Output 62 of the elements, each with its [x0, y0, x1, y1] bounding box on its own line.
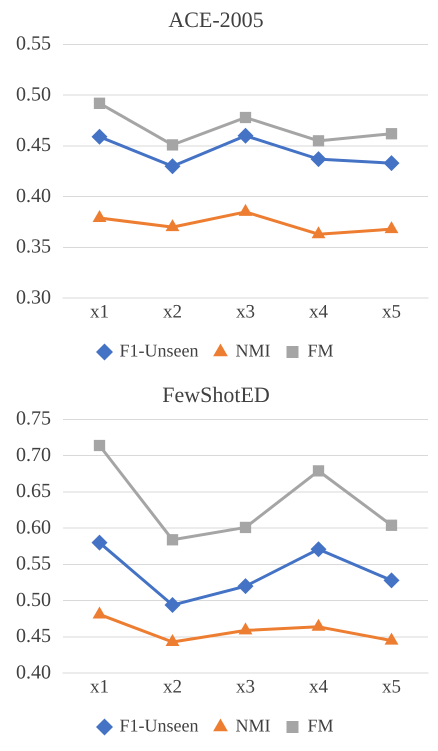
point — [310, 151, 326, 168]
y-tick-label: 0.45 — [16, 625, 51, 648]
legend-label: FM — [307, 716, 334, 736]
point — [240, 522, 252, 534]
point — [164, 597, 180, 614]
x-tick-label: x5 — [382, 302, 401, 323]
point — [240, 112, 252, 124]
legend-label: F1-Unseen — [120, 716, 198, 736]
y-tick-label: 0.50 — [16, 83, 51, 106]
point — [238, 578, 254, 594]
x-tick-label: x2 — [163, 676, 182, 698]
point — [166, 219, 180, 232]
y-tick-label: 0.40 — [16, 661, 51, 684]
y-tick-label: 0.70 — [16, 444, 51, 466]
point — [312, 135, 324, 146]
y-tick-label: 0.55 — [16, 552, 51, 575]
legend-label: NMI — [235, 340, 270, 361]
x-tick-label: x4 — [309, 676, 328, 698]
y-tick-label: 0.60 — [16, 516, 51, 538]
point — [238, 204, 252, 216]
point — [92, 210, 106, 222]
y-tick-label: 0.35 — [16, 236, 51, 258]
y-tick-label: 0.55 — [16, 32, 51, 55]
point — [94, 98, 106, 109]
y-tick-label: 0.75 — [16, 408, 51, 430]
x-tick-label: x1 — [90, 302, 109, 323]
point — [386, 128, 398, 140]
x-tick-label: x2 — [163, 302, 182, 323]
point — [164, 158, 180, 174]
point — [384, 221, 398, 234]
chart-title: ACE-2005 — [168, 6, 264, 32]
point — [312, 226, 326, 238]
x-tick-label: x4 — [309, 302, 328, 323]
point — [384, 632, 398, 645]
point — [166, 634, 180, 646]
x-tick-label: x3 — [236, 302, 255, 323]
point — [166, 139, 178, 151]
legend-label: NMI — [235, 716, 270, 736]
chart-title: FewShotED — [162, 382, 270, 407]
y-tick-label: 0.30 — [16, 286, 51, 308]
y-tick-label: 0.65 — [16, 480, 51, 502]
x-tick-label: x3 — [236, 676, 255, 698]
point — [386, 520, 398, 531]
point — [384, 572, 400, 588]
point — [238, 622, 252, 634]
legend-label: FM — [307, 340, 334, 361]
y-tick-label: 0.50 — [16, 588, 51, 611]
point — [92, 606, 106, 618]
x-tick-label: x1 — [90, 676, 109, 698]
y-tick-label: 0.45 — [16, 134, 51, 156]
point — [92, 534, 108, 551]
point — [94, 440, 106, 452]
legend-label: F1-Unseen — [120, 340, 198, 361]
point — [384, 155, 400, 172]
point — [312, 465, 324, 477]
x-tick-label: x5 — [382, 676, 401, 698]
y-tick-label: 0.40 — [16, 184, 51, 207]
point — [312, 618, 326, 631]
point — [238, 128, 254, 144]
point — [310, 541, 326, 558]
point — [92, 128, 108, 145]
point — [166, 534, 178, 546]
